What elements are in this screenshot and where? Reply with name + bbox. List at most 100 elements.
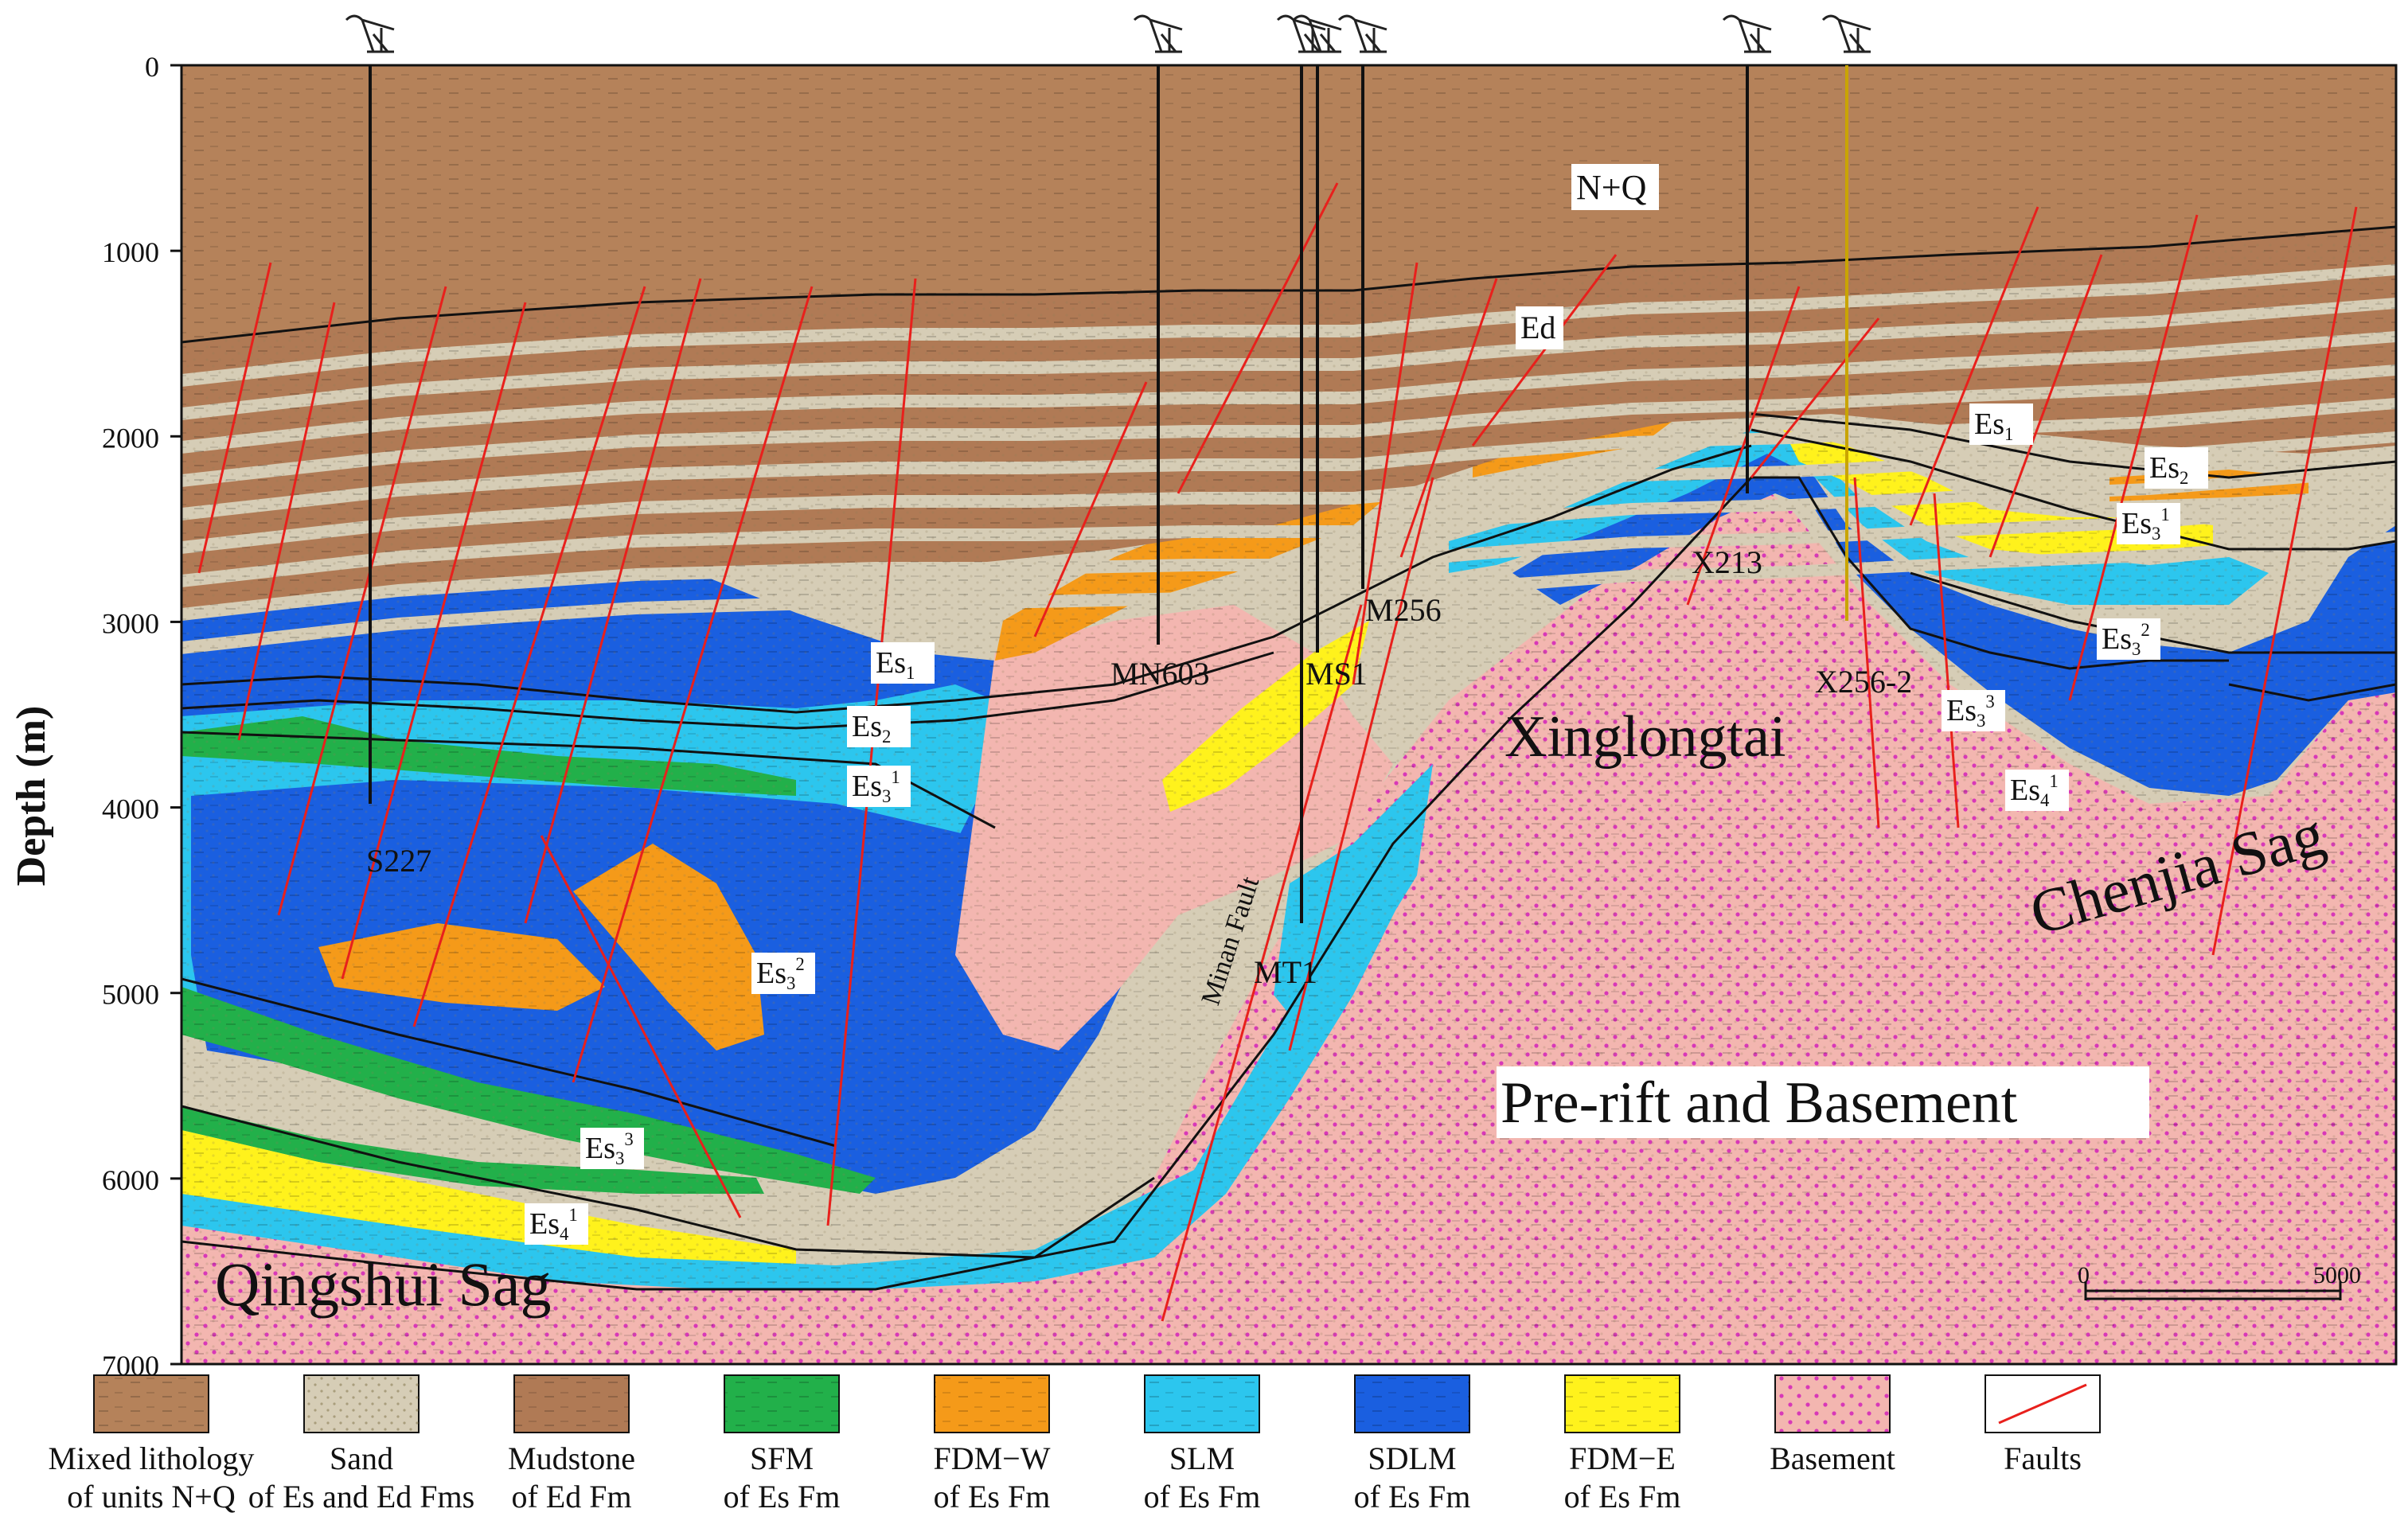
pumpjack-icon: [1292, 14, 1342, 53]
legend-sublabel: of Es Fm: [1564, 1479, 1681, 1514]
fault-line: [1177, 182, 1339, 494]
pumpjack-icon: [1722, 14, 1772, 53]
fault-line: [1988, 254, 2103, 558]
y-tick-label: 2000: [102, 422, 159, 454]
legend-sublabel: of units N+Q: [67, 1479, 236, 1514]
label-pre-rift: Pre-rift and Basement: [1501, 1070, 2018, 1136]
fault-line: [540, 835, 742, 1218]
well-label: MT1: [1254, 954, 1317, 990]
y-axis-title: Depth (m): [9, 706, 54, 887]
fault-line: [1750, 318, 1880, 478]
fault-line: [1933, 493, 1960, 828]
unit-label-box: [2117, 503, 2180, 544]
unit-label: Es31: [2121, 505, 2170, 544]
fault-legend-icon: [1998, 1383, 2087, 1425]
legend-sublabel: of Es Fm: [1144, 1479, 1261, 1514]
unit-label-box: [2097, 618, 2160, 660]
y-tick-label: 0: [145, 51, 159, 83]
fault-line: [826, 278, 917, 1226]
legend-label: FDM−W: [933, 1440, 1050, 1476]
pre-rift-label-bg: [1497, 1066, 2149, 1138]
scale-end: 5000: [2313, 1262, 2361, 1288]
fault-line: [341, 302, 527, 980]
fault-line: [1033, 381, 1148, 637]
pumpjack-icon: [1821, 14, 1871, 53]
fault-line: [1399, 278, 1498, 558]
well-label: S227: [366, 843, 431, 879]
fault-line: [1853, 477, 1880, 828]
well-label: M256: [1365, 592, 1442, 628]
unit-label-box: [580, 1128, 644, 1169]
legend-item: FDM−Eof Es Fm: [1564, 1374, 1681, 1514]
fault-line: [1161, 604, 1363, 1322]
fault-line: [237, 302, 336, 741]
legend-sublabel: of Es Fm: [934, 1479, 1051, 1514]
unit-label: Es33: [1946, 692, 1995, 731]
legend-label: Basement: [1770, 1440, 1895, 1476]
pumpjack-icon: [345, 14, 395, 53]
legend-label: FDM−E: [1569, 1440, 1676, 1476]
legend-sublabel: of Es and Ed Fms: [248, 1479, 474, 1514]
unit-label: N+Q: [1576, 168, 1647, 207]
fault-line: [572, 286, 814, 1083]
legend-label: SDLM: [1368, 1440, 1456, 1476]
fault-line: [197, 262, 272, 574]
fault-line: [2211, 206, 2358, 956]
unit-label-box: [1969, 403, 2033, 445]
pumpjack-icon: [1337, 14, 1387, 53]
legend-label: SFM: [750, 1440, 814, 1476]
well-group: S227 MN603 MT1 MS1 M256 X213 X256-2: [345, 14, 1912, 990]
legend-sublabel: of Es Fm: [1354, 1479, 1471, 1514]
legend-item: Basement: [1770, 1374, 1895, 1476]
legend-swatch: [1774, 1374, 1891, 1433]
y-tick-label: 1000: [102, 236, 159, 268]
unit-label-box: [1571, 164, 1659, 210]
unit-label-box: [871, 642, 935, 684]
fault-line: [277, 286, 447, 916]
unit-label-box: [1942, 690, 2005, 731]
unit-label-box: [2005, 770, 2069, 811]
legend-item: Faults: [1985, 1374, 2101, 1476]
label-qingshui-sag: Qingshui Sag: [215, 1249, 552, 1319]
legend-sublabel: of Es Fm: [724, 1479, 841, 1514]
scale-start: 0: [2078, 1262, 2090, 1288]
y-tick-label: 4000: [102, 793, 159, 825]
unit-label-box: [1516, 306, 1563, 349]
legend-label: Mixed lithology: [49, 1440, 255, 1476]
y-tick-label: 6000: [102, 1164, 159, 1196]
unit-labels: N+QEdEs1Es2Es31Es32Es33Es41Es1Es2Es31Es3…: [525, 164, 2208, 1245]
well-label: MN603: [1110, 656, 1209, 692]
legend-label: Mudstone: [508, 1440, 635, 1476]
label-xinglongtai: Xinglongtai: [1505, 704, 1786, 770]
pumpjack-icon: [1133, 14, 1183, 53]
fault-line: [1352, 262, 1419, 685]
legend-item: FDM−Wof Es Fm: [933, 1374, 1051, 1514]
section-body: [181, 65, 2396, 1364]
fault-line: [1909, 206, 2039, 526]
pumpjack-icon: [1276, 14, 1326, 53]
unit-label-box: [847, 766, 911, 807]
legend-label: Faults: [2004, 1440, 2082, 1476]
fault-line: [1686, 286, 1801, 606]
legend-sublabel: of Ed Fm: [511, 1479, 631, 1514]
y-tick-label: 3000: [102, 607, 159, 639]
unit-label-box: [2145, 447, 2208, 489]
fault-line: [524, 278, 702, 924]
horizon-lines: [181, 225, 2396, 1291]
well-label: X256-2: [1815, 664, 1912, 700]
fault-line: [1288, 477, 1434, 1051]
unit-label: Ed: [1520, 310, 1555, 345]
fault-line: [1471, 254, 1618, 446]
legend-label: SLM: [1169, 1440, 1235, 1476]
unit-label-box: [525, 1203, 588, 1245]
unit-label-box: [751, 953, 815, 994]
y-tick-label: 5000: [102, 979, 159, 1011]
